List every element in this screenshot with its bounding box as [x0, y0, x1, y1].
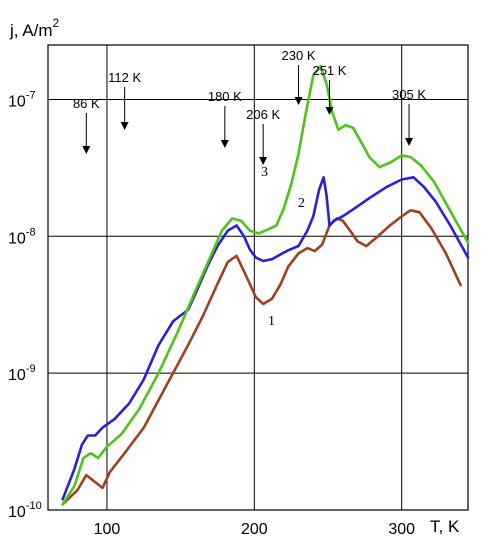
annotation-arrowhead	[405, 138, 414, 146]
grid	[47, 44, 469, 511]
series-3-label: 3	[261, 165, 268, 180]
annotation-arrowhead	[220, 140, 229, 148]
series-layer: 1 2 3	[61, 64, 470, 506]
series-1-label: 1	[268, 314, 275, 329]
x-tick-label: 200	[241, 521, 268, 538]
tick-labels: 100 200 300 10-10 10-9 10-8 10-7	[8, 89, 415, 538]
annotation-label: 180 K	[208, 89, 242, 104]
annotation-label: 86 K	[73, 96, 100, 111]
series-3-line	[61, 64, 470, 506]
y-axis-label: j, A/m2	[9, 16, 60, 40]
x-tick-label: 300	[388, 521, 415, 538]
y-tick-label: 10-7	[8, 89, 36, 110]
annotation-label: 305 K	[392, 87, 426, 102]
annotation-arrowhead	[325, 107, 334, 115]
series-2-line	[61, 176, 470, 501]
annotation-label: 251 K	[312, 63, 346, 78]
y-tick-label: 10-8	[8, 226, 36, 247]
series-1-line	[61, 209, 462, 506]
annotation-arrowhead	[294, 97, 303, 105]
series-2-label: 2	[298, 196, 305, 211]
x-axis-label: T, K	[430, 517, 460, 536]
plot-frame	[47, 44, 469, 511]
annotation-arrowhead	[120, 122, 129, 130]
annotation-arrowhead	[82, 146, 91, 154]
annotation-label: 230 K	[282, 48, 316, 63]
annotation-label: 206 K	[246, 107, 280, 122]
annotation-arrowhead	[259, 157, 268, 165]
annotation-label: 112 K	[108, 70, 141, 85]
y-tick-label: 10-9	[8, 363, 36, 384]
y-tick-label: 10-10	[8, 500, 42, 521]
x-tick-label: 100	[94, 521, 121, 538]
